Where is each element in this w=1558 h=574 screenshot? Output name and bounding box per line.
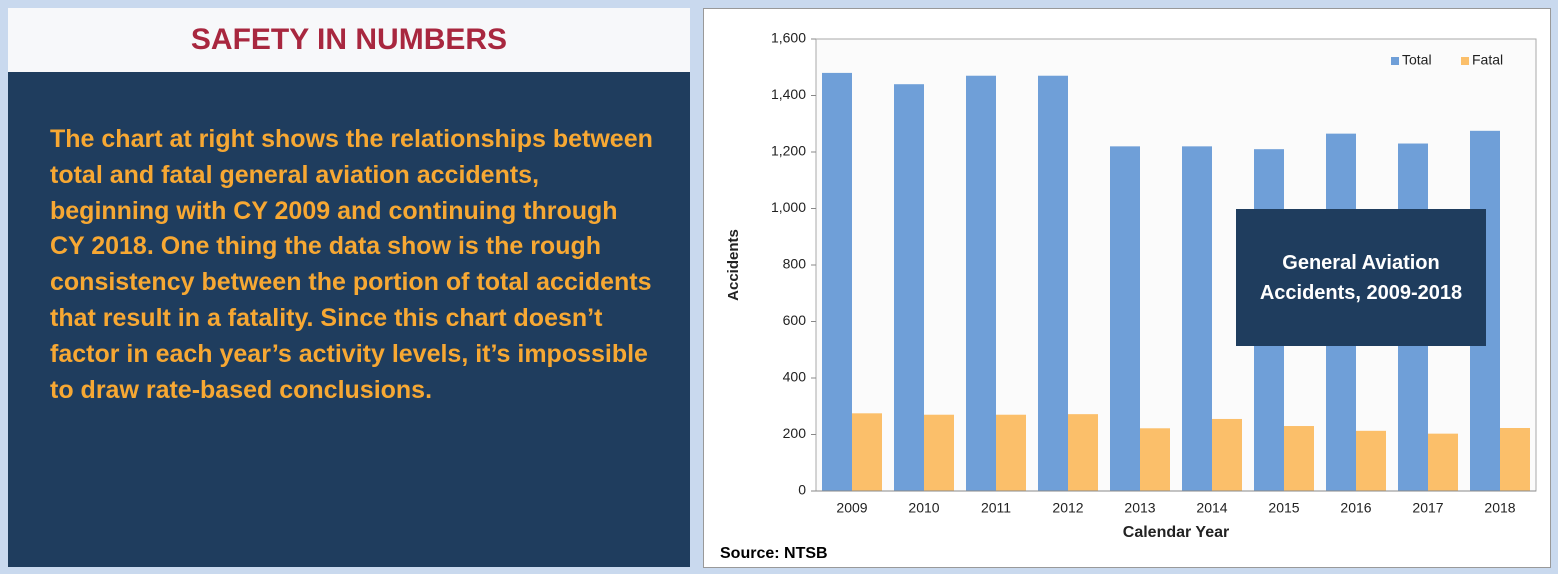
bar bbox=[966, 75, 996, 491]
x-tick-label: 2012 bbox=[1052, 500, 1083, 516]
bar bbox=[1068, 414, 1098, 491]
legend-swatch bbox=[1461, 57, 1469, 65]
legend-swatch bbox=[1391, 57, 1399, 65]
y-tick-label: 0 bbox=[798, 482, 806, 498]
x-tick-label: 2009 bbox=[836, 500, 867, 516]
bar bbox=[924, 414, 954, 491]
x-tick-label: 2017 bbox=[1412, 500, 1443, 516]
x-tick-label: 2015 bbox=[1268, 500, 1299, 516]
y-tick-label: 1,200 bbox=[771, 143, 806, 159]
x-axis-label: Calendar Year bbox=[1123, 524, 1229, 541]
legend-label: Total bbox=[1402, 52, 1432, 68]
panel-text: The chart at right shows the relationshi… bbox=[50, 125, 653, 404]
chart-box: 0 200 400 600 800 1,000 1,200 1,400 1,600 2009 201… bbox=[703, 8, 1551, 568]
y-axis-label: Accidents bbox=[725, 229, 742, 301]
x-tick-label: 2016 bbox=[1340, 500, 1371, 516]
bar bbox=[894, 84, 924, 491]
bar bbox=[1428, 433, 1458, 491]
bar bbox=[1110, 146, 1140, 491]
x-tick-label: 2010 bbox=[908, 500, 939, 516]
source: Source: NTSB bbox=[720, 545, 828, 562]
bar bbox=[852, 413, 882, 491]
x-tick-label: 2013 bbox=[1124, 500, 1155, 516]
bar bbox=[1182, 146, 1212, 491]
bar bbox=[822, 72, 852, 492]
bar bbox=[1038, 75, 1068, 491]
panel-body: The chart at right shows the relationshi… bbox=[8, 72, 690, 567]
y-tick-label: 800 bbox=[783, 256, 807, 272]
bar bbox=[1140, 428, 1170, 491]
y-tick-label: 1,000 bbox=[771, 199, 806, 215]
panel-title: SAFETY IN NUMBERS bbox=[8, 8, 690, 72]
bar bbox=[1284, 426, 1314, 491]
legend-label: Fatal bbox=[1472, 52, 1503, 68]
bar bbox=[1500, 428, 1530, 491]
bar bbox=[1356, 430, 1386, 491]
y-tick-label: 1,600 bbox=[771, 30, 806, 46]
y-tick-label: 1,400 bbox=[771, 86, 806, 102]
y-tick-label: 400 bbox=[783, 369, 807, 385]
bar bbox=[1212, 418, 1242, 491]
x-tick-label: 2014 bbox=[1196, 500, 1227, 516]
y-tick-label: 200 bbox=[783, 425, 807, 441]
annotation: General Aviation Accidents, 2009-2018 bbox=[1236, 209, 1486, 346]
bar bbox=[996, 414, 1026, 491]
x-tick-label: 2011 bbox=[981, 500, 1011, 516]
y-tick-label: 600 bbox=[783, 312, 807, 328]
x-tick-label: 2018 bbox=[1484, 500, 1515, 516]
